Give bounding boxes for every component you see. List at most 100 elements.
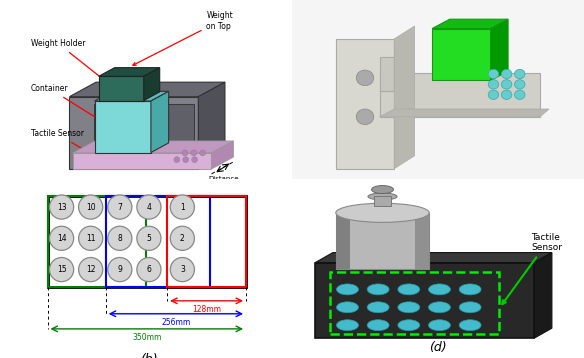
- Circle shape: [50, 195, 74, 219]
- Polygon shape: [380, 73, 540, 117]
- Text: Weight
on Top: Weight on Top: [133, 11, 233, 65]
- Circle shape: [515, 90, 525, 100]
- Text: (a): (a): [133, 188, 151, 202]
- Polygon shape: [95, 101, 151, 153]
- Circle shape: [488, 69, 499, 79]
- Polygon shape: [151, 91, 169, 153]
- Text: 15: 15: [57, 265, 67, 274]
- Text: 8: 8: [117, 234, 122, 243]
- Ellipse shape: [367, 320, 389, 331]
- Ellipse shape: [398, 302, 420, 313]
- Circle shape: [183, 157, 189, 163]
- Text: Distance: Distance: [208, 176, 239, 182]
- Circle shape: [107, 226, 132, 250]
- Ellipse shape: [367, 284, 389, 295]
- Text: 1: 1: [180, 203, 185, 212]
- Circle shape: [515, 80, 525, 89]
- Circle shape: [191, 150, 197, 156]
- Text: 4: 4: [147, 203, 151, 212]
- Polygon shape: [336, 39, 394, 169]
- Polygon shape: [95, 91, 169, 101]
- Text: 2: 2: [180, 234, 185, 243]
- Circle shape: [488, 80, 499, 89]
- Text: 128mm: 128mm: [192, 305, 221, 314]
- Polygon shape: [491, 19, 508, 81]
- Ellipse shape: [398, 320, 420, 331]
- Bar: [415, 213, 429, 268]
- Ellipse shape: [336, 203, 429, 222]
- Ellipse shape: [336, 302, 359, 313]
- Circle shape: [356, 109, 374, 125]
- Text: Tactile
Sensor: Tactile Sensor: [502, 233, 562, 304]
- Polygon shape: [380, 57, 394, 91]
- Text: 7: 7: [117, 203, 122, 212]
- Bar: [106, 196, 210, 287]
- Ellipse shape: [429, 284, 450, 295]
- Ellipse shape: [336, 284, 359, 295]
- Ellipse shape: [459, 302, 481, 313]
- Polygon shape: [69, 82, 225, 97]
- Bar: [315, 262, 534, 338]
- Text: 13: 13: [57, 203, 67, 212]
- Circle shape: [137, 195, 161, 219]
- Circle shape: [79, 195, 103, 219]
- Circle shape: [171, 226, 194, 250]
- Ellipse shape: [371, 185, 394, 194]
- Polygon shape: [144, 68, 159, 101]
- Text: 9: 9: [117, 265, 122, 274]
- Polygon shape: [199, 82, 225, 169]
- Polygon shape: [99, 76, 144, 101]
- Polygon shape: [432, 19, 508, 29]
- Circle shape: [501, 90, 512, 100]
- Polygon shape: [315, 253, 552, 262]
- Circle shape: [200, 150, 206, 156]
- Circle shape: [192, 157, 197, 163]
- Text: 12: 12: [86, 265, 95, 274]
- Text: Tactile Sensor: Tactile Sensor: [31, 129, 99, 159]
- Circle shape: [107, 257, 132, 282]
- Circle shape: [79, 226, 103, 250]
- Circle shape: [501, 80, 512, 89]
- Text: Weight Holder: Weight Holder: [31, 39, 112, 86]
- Text: (b): (b): [140, 353, 158, 358]
- Ellipse shape: [429, 320, 450, 331]
- Text: 10: 10: [86, 203, 96, 212]
- Circle shape: [79, 257, 103, 282]
- Circle shape: [174, 157, 180, 163]
- Circle shape: [488, 90, 499, 100]
- Circle shape: [515, 69, 525, 79]
- Bar: [330, 272, 499, 334]
- Circle shape: [137, 226, 161, 250]
- Ellipse shape: [336, 320, 359, 331]
- Circle shape: [356, 70, 374, 86]
- Ellipse shape: [459, 320, 481, 331]
- Circle shape: [171, 257, 194, 282]
- Ellipse shape: [367, 302, 389, 313]
- Ellipse shape: [368, 193, 397, 200]
- Polygon shape: [73, 141, 234, 153]
- Ellipse shape: [429, 302, 450, 313]
- Bar: [374, 195, 391, 207]
- Circle shape: [50, 226, 74, 250]
- Polygon shape: [534, 253, 552, 338]
- Text: 6: 6: [147, 265, 151, 274]
- Polygon shape: [94, 105, 194, 156]
- Text: 3: 3: [180, 265, 185, 274]
- Polygon shape: [69, 97, 199, 169]
- Bar: [47, 196, 145, 287]
- Text: (d): (d): [429, 341, 447, 354]
- Bar: [336, 213, 429, 268]
- Circle shape: [137, 257, 161, 282]
- Ellipse shape: [459, 284, 481, 295]
- Circle shape: [50, 257, 74, 282]
- Circle shape: [182, 150, 188, 156]
- Text: 14: 14: [57, 234, 67, 243]
- Circle shape: [107, 195, 132, 219]
- Text: Container: Container: [31, 84, 107, 125]
- Bar: [167, 196, 246, 287]
- Polygon shape: [432, 29, 491, 81]
- Circle shape: [501, 69, 512, 79]
- Ellipse shape: [398, 284, 420, 295]
- Polygon shape: [99, 68, 159, 76]
- Polygon shape: [211, 141, 234, 169]
